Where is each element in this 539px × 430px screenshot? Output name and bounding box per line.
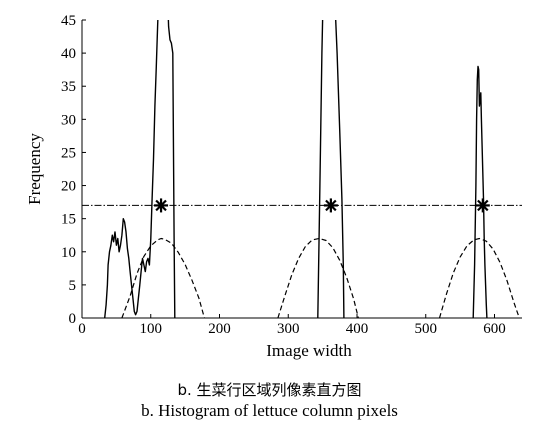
y-tick-label-25: 25 xyxy=(61,145,76,161)
y-tick-label-30: 30 xyxy=(61,112,76,128)
y-tick-label-45: 45 xyxy=(61,13,76,29)
histogram-line-2 xyxy=(317,20,345,318)
x-tick-label-100: 100 xyxy=(140,321,163,337)
y-tick-label-35: 35 xyxy=(61,79,76,95)
figure-caption-english: b. Histogram of lettuce column pixels xyxy=(141,401,398,420)
x-tick-label-300: 300 xyxy=(277,321,300,337)
peak-marker-1 xyxy=(154,198,169,213)
y-tick-label-40: 40 xyxy=(61,46,76,62)
dashed-curve-4 xyxy=(121,237,205,318)
y-axis-label: Frequency xyxy=(25,133,44,205)
figure-caption-chinese: b. 生菜行区域列像素直方图 xyxy=(177,381,362,399)
peak-marker-3 xyxy=(475,198,490,213)
tick-labels: 0 5 10 15 20 25 30 35 40 45 0 100 200 300 400 500 600 xyxy=(61,13,506,337)
x-tick-label-0: 0 xyxy=(78,321,86,337)
y-tick-label-15: 15 xyxy=(61,212,76,228)
plot-area xyxy=(104,20,520,318)
x-tick-label-200: 200 xyxy=(208,321,231,337)
histogram-line-1 xyxy=(104,20,176,318)
y-tick-label-0: 0 xyxy=(69,311,77,327)
y-tick-label-5: 5 xyxy=(69,278,77,294)
y-tick-label-20: 20 xyxy=(61,179,76,195)
x-tick-label-500: 500 xyxy=(415,321,438,337)
y-tick-label-10: 10 xyxy=(61,245,76,261)
x-axis-label: Image width xyxy=(266,341,352,360)
histogram-line-3 xyxy=(472,65,488,318)
dashed-curve-6 xyxy=(438,237,520,318)
axes xyxy=(81,19,522,319)
marker-group xyxy=(154,198,490,213)
x-tick-label-400: 400 xyxy=(346,321,369,337)
peak-marker-2 xyxy=(323,198,338,213)
x-tick-label-600: 600 xyxy=(483,321,506,337)
